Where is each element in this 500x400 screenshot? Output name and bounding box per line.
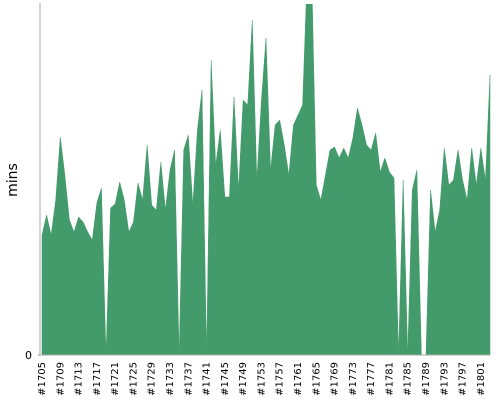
x-tick-label: #1717 — [92, 362, 103, 396]
x-tick-label: #1781 — [384, 362, 395, 396]
x-tick-label: #1761 — [293, 362, 304, 396]
x-tick-label: #1793 — [439, 362, 450, 396]
x-tick-label: #1789 — [421, 362, 432, 396]
x-tick-label: #1749 — [238, 362, 249, 396]
x-tick-label: #1709 — [55, 362, 66, 396]
x-tick-label: #1705 — [37, 362, 48, 396]
plot-area — [41, 4, 491, 356]
area — [41, 4, 491, 356]
y-tick-label: 0 — [25, 349, 32, 362]
x-tick-label: #1773 — [348, 362, 359, 396]
x-tick-label: #1713 — [74, 362, 85, 396]
x-tick-label: #1769 — [330, 362, 341, 396]
x-tick-label: #1741 — [202, 362, 213, 396]
x-tick-label: #1765 — [311, 362, 322, 396]
x-tick-label: #1801 — [476, 362, 487, 396]
x-tick-label: #1733 — [165, 362, 176, 396]
x-tick-label: #1725 — [128, 362, 139, 396]
x-tick-label: #1777 — [366, 362, 377, 396]
x-tick-label: #1753 — [256, 362, 267, 396]
y-axis-label: mins — [5, 163, 21, 197]
x-tick-label: #1729 — [147, 362, 158, 396]
x-tick-label: #1797 — [458, 362, 469, 396]
x-tick-label: #1737 — [183, 362, 194, 396]
x-tick-label: #1757 — [275, 362, 286, 396]
x-tick-label: #1721 — [110, 362, 121, 396]
x-tick-label: #1745 — [220, 362, 231, 396]
x-tick-label: #1785 — [403, 362, 414, 396]
